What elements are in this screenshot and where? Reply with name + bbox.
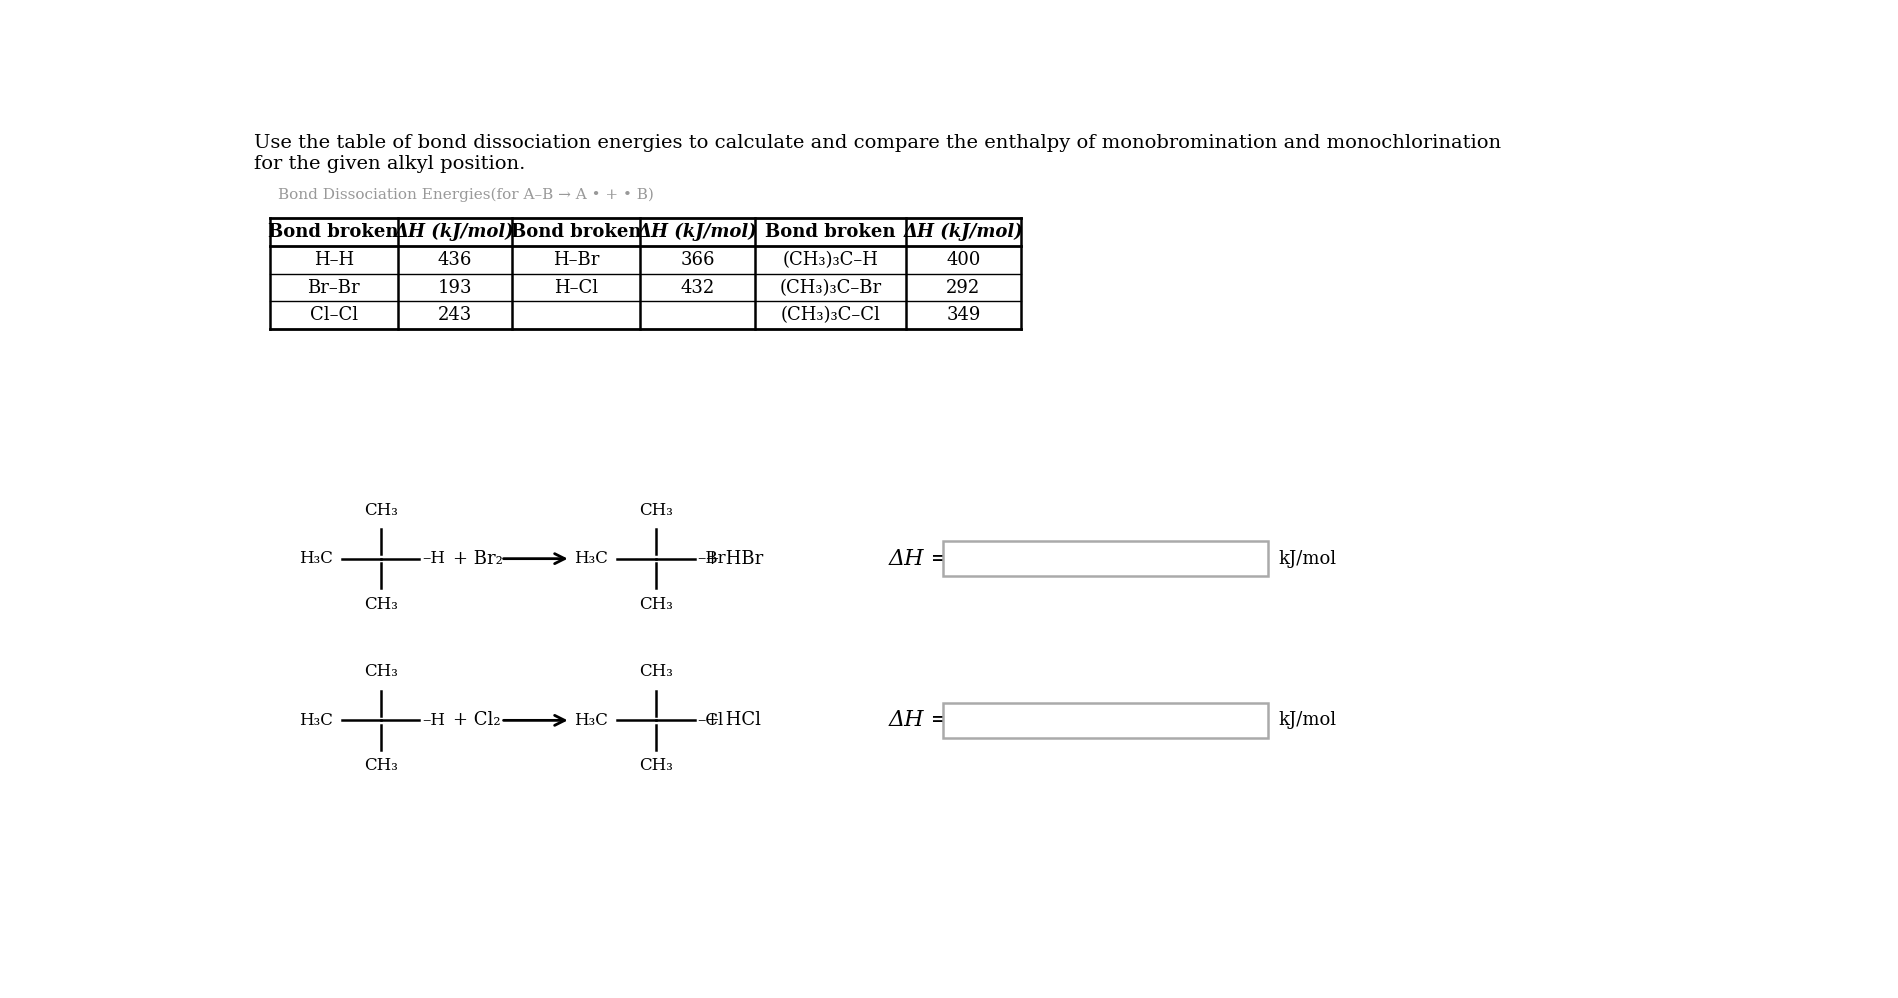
Text: 292: 292 [947,278,981,296]
Text: CH₃: CH₃ [640,502,672,519]
Text: for the given alkyl position.: for the given alkyl position. [254,155,526,174]
Text: CH₃: CH₃ [640,596,672,613]
Text: H–H: H–H [313,250,353,268]
Text: –H: –H [423,712,446,729]
Text: Bond broken: Bond broken [765,224,896,242]
Text: –Br: –Br [698,550,727,567]
Text: CH₃: CH₃ [640,664,672,681]
Text: Cl–Cl: Cl–Cl [309,306,359,324]
Text: ΔH (kJ/mol): ΔH (kJ/mol) [395,224,514,242]
Text: Bond broken: Bond broken [511,224,642,242]
Text: Br–Br: Br–Br [307,278,361,296]
Text: CH₃: CH₃ [364,502,397,519]
Text: ΔH =: ΔH = [888,710,949,732]
Text: + Cl₂: + Cl₂ [454,712,501,730]
Text: (CH₃)₃C–Cl: (CH₃)₃C–Cl [780,306,881,324]
Text: Bond Dissociation Energies(for A–B → A • + • B): Bond Dissociation Energies(for A–B → A •… [277,188,653,202]
Text: + HCl: + HCl [706,712,761,730]
Bar [943,541,1268,577]
Text: H₃C: H₃C [298,550,332,567]
Text: H–Br: H–Br [552,250,600,268]
Text: 243: 243 [438,306,473,324]
Text: + Br₂: + Br₂ [454,550,503,568]
Text: ΔH (kJ/mol): ΔH (kJ/mol) [903,224,1023,242]
Bar [943,703,1268,739]
Text: (CH₃)₃C–Br: (CH₃)₃C–Br [780,278,881,296]
Text: CH₃: CH₃ [364,664,397,681]
Text: H₃C: H₃C [298,712,332,729]
Text: H₃C: H₃C [573,550,607,567]
Text: + HBr: + HBr [706,550,763,568]
Text: CH₃: CH₃ [364,596,397,613]
Text: (CH₃)₃C–H: (CH₃)₃C–H [782,250,879,268]
Text: 436: 436 [438,250,473,268]
Text: –Cl: –Cl [698,712,723,729]
Text: ΔH =: ΔH = [888,548,949,570]
Text: CH₃: CH₃ [640,757,672,774]
Text: 349: 349 [947,306,981,324]
Text: CH₃: CH₃ [364,757,397,774]
Text: ΔH (kJ/mol): ΔH (kJ/mol) [638,224,757,242]
Text: kJ/mol: kJ/mol [1279,550,1336,568]
Text: kJ/mol: kJ/mol [1279,712,1336,730]
Text: 366: 366 [679,250,716,268]
Text: H₃C: H₃C [573,712,607,729]
Text: 432: 432 [681,278,716,296]
Text: –H: –H [423,550,446,567]
Text: 193: 193 [438,278,473,296]
Text: 400: 400 [947,250,981,268]
Text: Use the table of bond dissociation energies to calculate and compare the enthalp: Use the table of bond dissociation energ… [254,134,1501,152]
Text: Bond broken: Bond broken [268,224,399,242]
Text: H–Cl: H–Cl [554,278,598,296]
